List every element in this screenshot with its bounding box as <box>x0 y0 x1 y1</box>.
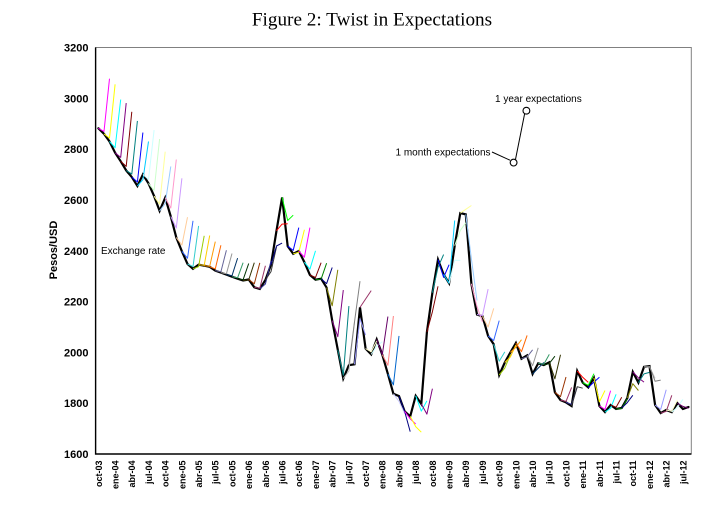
svg-text:abr-09: abr-09 <box>461 461 471 488</box>
svg-text:1 year expectations: 1 year expectations <box>495 94 582 105</box>
svg-text:ene-10: ene-10 <box>511 461 521 490</box>
svg-text:2000: 2000 <box>64 347 88 359</box>
svg-text:ene-11: ene-11 <box>578 461 588 489</box>
svg-text:jul-06: jul-06 <box>278 461 288 486</box>
svg-text:3000: 3000 <box>64 93 88 105</box>
svg-text:3200: 3200 <box>64 43 88 55</box>
svg-text:ene-08: ene-08 <box>378 461 388 490</box>
svg-text:oct-10: oct-10 <box>561 461 571 488</box>
svg-text:jul-07: jul-07 <box>344 461 354 486</box>
svg-text:1600: 1600 <box>64 449 88 461</box>
svg-text:jul-12: jul-12 <box>678 461 688 486</box>
svg-text:abr-04: abr-04 <box>127 461 137 488</box>
svg-text:abr-12: abr-12 <box>662 461 672 488</box>
svg-text:jul-08: jul-08 <box>411 461 421 486</box>
svg-text:jul-10: jul-10 <box>545 461 555 486</box>
svg-text:2600: 2600 <box>64 195 88 207</box>
svg-text:abr-08: abr-08 <box>394 461 404 488</box>
svg-text:abr-11: abr-11 <box>595 461 605 488</box>
svg-text:oct-07: oct-07 <box>361 461 371 488</box>
svg-text:abr-06: abr-06 <box>261 461 271 488</box>
svg-text:ene-07: ene-07 <box>311 461 321 490</box>
svg-text:Pesos/USD: Pesos/USD <box>48 221 60 280</box>
svg-text:ene-06: ene-06 <box>244 461 254 490</box>
svg-text:jul-09: jul-09 <box>478 461 488 486</box>
svg-text:oct-08: oct-08 <box>428 461 438 488</box>
svg-text:oct-05: oct-05 <box>227 461 237 488</box>
svg-text:Exchange rate: Exchange rate <box>101 246 166 257</box>
svg-text:ene-12: ene-12 <box>645 461 655 490</box>
svg-text:abr-05: abr-05 <box>194 461 204 488</box>
svg-text:jul-04: jul-04 <box>144 461 154 486</box>
svg-text:2800: 2800 <box>64 144 88 156</box>
svg-text:1800: 1800 <box>64 398 88 410</box>
svg-text:oct-11: oct-11 <box>628 461 638 487</box>
svg-text:oct-03: oct-03 <box>94 461 104 488</box>
svg-text:1 month expectations: 1 month expectations <box>396 148 491 159</box>
svg-text:abr-10: abr-10 <box>528 461 538 488</box>
svg-text:ene-09: ene-09 <box>445 461 455 490</box>
svg-text:oct-04: oct-04 <box>161 461 171 488</box>
svg-text:abr-07: abr-07 <box>328 461 338 488</box>
svg-text:jul-05: jul-05 <box>211 461 221 486</box>
svg-text:oct-09: oct-09 <box>495 460 505 487</box>
svg-text:ene-05: ene-05 <box>177 461 187 490</box>
svg-text:2400: 2400 <box>64 246 88 258</box>
svg-text:oct-06: oct-06 <box>294 461 304 488</box>
svg-text:ene-04: ene-04 <box>111 461 121 490</box>
svg-text:Figure 2: Twist in Expectation: Figure 2: Twist in Expectations <box>252 10 492 31</box>
svg-text:jul-11: jul-11 <box>612 461 622 485</box>
svg-text:2200: 2200 <box>64 297 88 309</box>
